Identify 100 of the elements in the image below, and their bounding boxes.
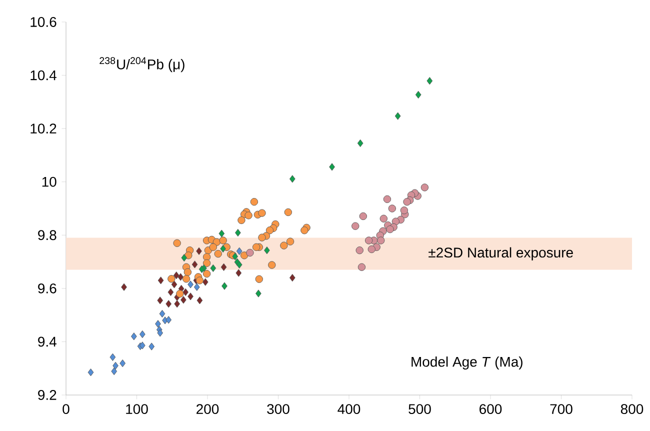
point — [266, 226, 274, 234]
point — [400, 206, 408, 214]
point — [252, 243, 260, 251]
point — [194, 283, 200, 291]
point — [264, 246, 270, 254]
point — [359, 212, 367, 220]
point — [174, 300, 180, 308]
point — [168, 275, 176, 283]
point — [188, 280, 194, 288]
point — [300, 226, 308, 234]
point — [358, 263, 366, 271]
point — [202, 270, 211, 278]
point — [388, 204, 396, 212]
x-tick-label: 300 — [267, 404, 290, 414]
point — [88, 368, 94, 376]
y-tick-label: 9.8 — [38, 230, 56, 240]
point — [188, 292, 194, 300]
point — [171, 280, 178, 288]
x-tick-label: 500 — [408, 404, 431, 414]
point — [426, 77, 433, 85]
point — [110, 353, 116, 362]
point — [289, 175, 296, 183]
point — [173, 272, 180, 280]
point — [202, 259, 211, 267]
point — [209, 243, 217, 251]
point — [357, 139, 364, 148]
point — [166, 300, 172, 308]
point — [356, 246, 364, 254]
y-tick-label: 9.6 — [38, 283, 56, 294]
point — [284, 208, 292, 216]
point — [202, 278, 208, 286]
x-tick-label: 700 — [550, 404, 572, 414]
point — [403, 198, 411, 206]
point — [250, 198, 258, 206]
x-tick-label: 400 — [338, 404, 360, 414]
point — [155, 320, 161, 328]
point — [196, 247, 202, 255]
point — [329, 163, 335, 171]
point — [286, 238, 294, 246]
point — [236, 247, 242, 255]
point — [182, 288, 189, 296]
x-axis-title: Model Age T (Ma) — [412, 356, 522, 370]
x-tick-label: 800 — [620, 404, 644, 414]
point — [181, 254, 188, 262]
point — [415, 90, 422, 99]
point — [244, 212, 252, 220]
point — [196, 296, 203, 304]
point — [258, 234, 266, 242]
x-tick-label: 200 — [196, 404, 219, 414]
y-axis-title: $^{238}$U/$^{204}$Pb (μ) — [100, 57, 184, 72]
point — [280, 242, 288, 250]
point — [157, 329, 164, 337]
point — [112, 362, 118, 370]
point — [121, 283, 127, 291]
band-label: ±2SD Natural exposure — [428, 247, 573, 260]
point — [184, 252, 192, 260]
y-tick-label: 10.2 — [30, 124, 56, 134]
point — [158, 276, 164, 284]
point — [236, 269, 242, 277]
point — [386, 225, 394, 234]
point — [210, 264, 216, 272]
y-tick-label: 10.4 — [30, 70, 56, 80]
point — [120, 359, 126, 368]
point — [234, 228, 241, 237]
x-tick-label: 100 — [126, 404, 148, 414]
point — [159, 310, 166, 318]
point — [222, 282, 228, 290]
point — [394, 112, 401, 120]
point — [148, 342, 155, 350]
point — [166, 316, 172, 324]
point — [392, 218, 400, 226]
point — [219, 236, 227, 244]
point — [258, 209, 266, 217]
point — [202, 253, 211, 261]
point — [130, 332, 137, 340]
y-tick-label: 10.6 — [30, 17, 56, 27]
point — [380, 214, 388, 222]
point — [289, 274, 296, 282]
y-tick-label: 9.2 — [38, 390, 56, 400]
point — [176, 290, 184, 298]
point — [214, 250, 222, 258]
point — [139, 330, 146, 338]
point — [364, 236, 373, 244]
point — [377, 236, 385, 244]
point — [383, 195, 392, 204]
point — [178, 273, 184, 281]
x-tick-label: 0 — [62, 404, 70, 414]
point — [220, 244, 226, 253]
point — [368, 245, 376, 254]
point — [246, 248, 254, 257]
point — [420, 184, 429, 192]
point — [111, 367, 118, 376]
point — [236, 260, 242, 269]
point — [232, 252, 238, 260]
point — [255, 275, 263, 283]
point — [352, 222, 360, 230]
point — [256, 290, 262, 298]
point — [192, 260, 198, 268]
point — [196, 276, 204, 284]
point — [238, 216, 246, 224]
